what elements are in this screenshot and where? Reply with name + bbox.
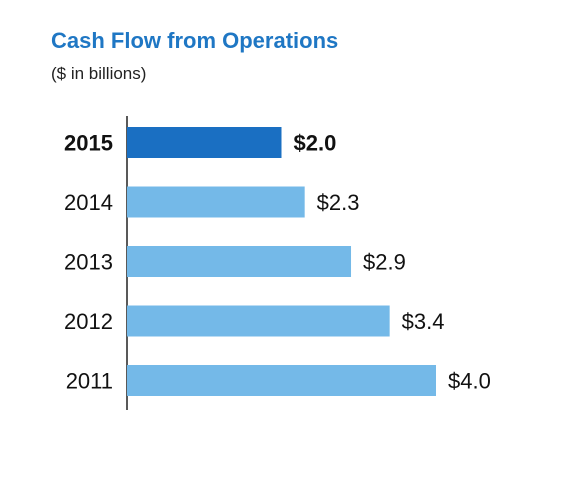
category-label-2015: 2015 — [64, 131, 113, 156]
category-label-2011: 2011 — [66, 369, 113, 394]
value-label-2014: $2.3 — [317, 190, 360, 215]
category-label-2014: 2014 — [64, 190, 113, 215]
bar-2011 — [127, 365, 436, 396]
chart-title: Cash Flow from Operations — [51, 28, 339, 53]
value-label-2011: $4.0 — [448, 369, 491, 394]
bar-2015 — [127, 127, 282, 158]
bar-2012 — [127, 305, 390, 337]
category-label-2013: 2013 — [64, 250, 113, 275]
bar-2013 — [127, 246, 352, 277]
bar-2014 — [127, 186, 305, 218]
value-label-2015: $2.0 — [294, 131, 337, 156]
chart-subtitle: ($ in billions) — [51, 64, 147, 83]
category-label-2012: 2012 — [64, 309, 113, 334]
value-label-2012: $3.4 — [402, 309, 445, 334]
value-label-2013: $2.9 — [363, 250, 406, 275]
